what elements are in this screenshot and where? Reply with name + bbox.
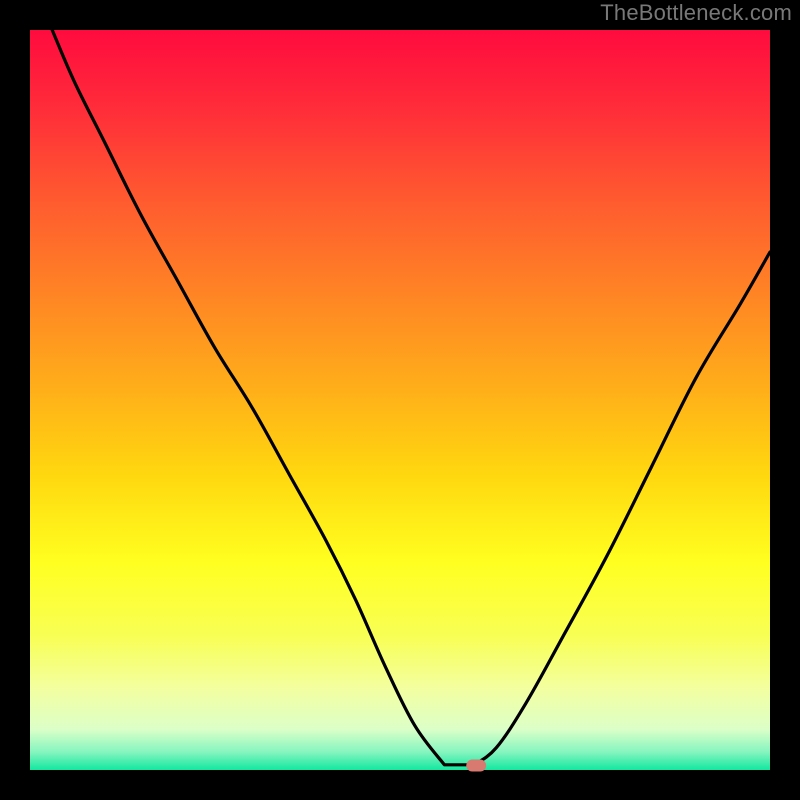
minimum-marker <box>466 760 486 772</box>
plot-background <box>30 30 770 770</box>
watermark-text: TheBottleneck.com <box>600 0 792 26</box>
chart-svg <box>0 0 800 800</box>
chart-container: TheBottleneck.com <box>0 0 800 800</box>
